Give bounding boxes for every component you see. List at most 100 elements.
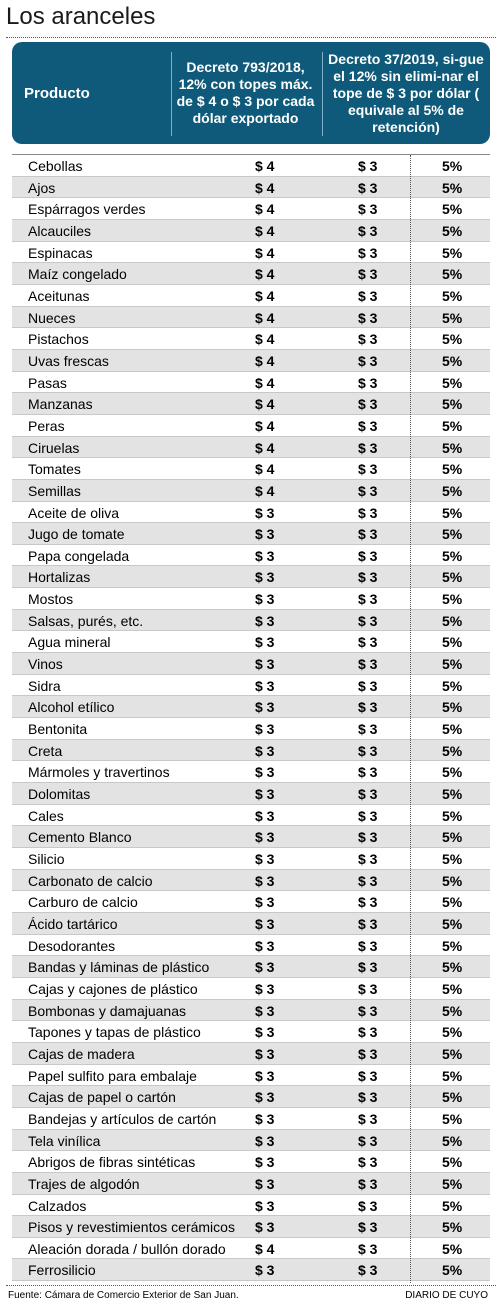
product-cell: Aleación dorada / bullón dorado — [28, 1240, 226, 1257]
tope-2019-cell: $ 3 — [358, 1110, 378, 1127]
table-row: Bandas y láminas de plástico $ 3 $ 3 5% — [12, 956, 490, 978]
product-cell: Ácido tartárico — [28, 915, 118, 932]
retencion-cell: 5% — [442, 1110, 463, 1127]
tope-2019-cell: $ 3 — [358, 634, 378, 651]
tope-2018-cell: $ 4 — [255, 396, 275, 413]
product-cell: Uvas frescas — [28, 352, 109, 369]
tope-2019-cell: $ 3 — [358, 872, 378, 889]
retencion-cell: 5% — [442, 764, 463, 781]
tope-2018-cell: $ 4 — [255, 439, 275, 456]
tope-2019-cell: $ 3 — [358, 309, 378, 326]
product-cell: Pistachos — [28, 331, 89, 348]
source-note: Fuente: Cámara de Comercio Exterior de S… — [8, 1290, 239, 1301]
table-row: Aceite de oliva $ 3 $ 3 5% — [12, 502, 490, 524]
tope-2018-cell: $ 3 — [255, 915, 275, 932]
table-row: Ferrosilicio $ 3 $ 3 5% — [12, 1259, 490, 1282]
tope-2018-cell: $ 3 — [255, 937, 275, 954]
product-cell: Tomates — [28, 461, 81, 478]
table-row: Pisos y revestimientos cerámicos $ 3 $ 3 5% — [12, 1216, 490, 1238]
retencion-cell: 5% — [442, 829, 463, 846]
table-top-rule — [12, 154, 490, 155]
product-cell: Peras — [28, 417, 65, 434]
product-cell: Mármoles y travertinos — [28, 764, 170, 781]
table-row: Pasas $ 4 $ 3 5% — [12, 372, 490, 394]
tope-2018-cell: $ 4 — [255, 461, 275, 478]
retencion-cell: 5% — [442, 1089, 463, 1106]
tope-2018-cell: $ 4 — [255, 1240, 275, 1257]
tope-2019-cell: $ 3 — [358, 201, 378, 218]
table-row: Calzados $ 3 $ 3 5% — [12, 1195, 490, 1217]
tope-2019-cell: $ 3 — [358, 417, 378, 434]
table-row: Ácido tartárico $ 3 $ 3 5% — [12, 912, 490, 935]
table-row: Cebollas $ 4 $ 3 5% — [12, 155, 490, 177]
retencion-cell: 5% — [442, 158, 463, 174]
product-cell: Mostos — [28, 591, 74, 608]
table-row: Cemento Blanco $ 3 $ 3 5% — [12, 826, 490, 848]
tope-2018-cell: $ 3 — [255, 1154, 275, 1171]
tope-2018-cell: $ 3 — [255, 569, 275, 586]
table-body: Cebollas $ 4 $ 3 5% Ajos $ 4 $ 3 5% Espárragos v… — [12, 155, 490, 1282]
retencion-cell: 5% — [442, 309, 463, 326]
tope-2019-cell: $ 3 — [358, 677, 378, 694]
table-row: Ciruelas $ 4 $ 3 5% — [12, 436, 490, 459]
retencion-cell: 5% — [442, 1067, 463, 1084]
retencion-cell: 5% — [442, 1045, 463, 1062]
retencion-cell: 5% — [442, 937, 463, 954]
tope-2018-cell: $ 3 — [255, 1024, 275, 1041]
tope-2019-cell: $ 3 — [358, 742, 378, 759]
tope-2019-cell: $ 3 — [358, 266, 378, 283]
tope-2018-cell: $ 3 — [255, 829, 275, 846]
tope-2018-cell: $ 4 — [255, 417, 275, 434]
product-cell: Vinos — [28, 656, 63, 673]
retencion-cell: 5% — [442, 1262, 463, 1279]
header-decree-2018: Decreto 793/2018, 12% con topes máx. de … — [176, 59, 315, 126]
table-row: Carburo de calcio $ 3 $ 3 5% — [12, 891, 490, 913]
retencion-cell: 5% — [442, 786, 463, 803]
retencion-cell: 5% — [442, 742, 463, 759]
tope-2019-cell: $ 3 — [358, 1024, 378, 1041]
table-row: Tapones y tapas de plástico $ 3 $ 3 5% — [12, 1021, 490, 1043]
table-row: Bombonas y damajuanas $ 3 $ 3 5% — [12, 999, 490, 1022]
tope-2019-cell: $ 3 — [358, 1197, 378, 1214]
retencion-cell: 5% — [442, 807, 463, 824]
table-row: Silicio $ 3 $ 3 5% — [12, 848, 490, 870]
column-divider — [410, 155, 411, 1283]
tope-2018-cell: $ 3 — [255, 504, 275, 521]
product-cell: Ajos — [28, 179, 56, 196]
retencion-cell: 5% — [442, 396, 463, 413]
product-cell: Carburo de calcio — [28, 894, 138, 911]
table-row: Bandejas y artículos de cartón $ 3 $ 3 5% — [12, 1108, 490, 1130]
tope-2019-cell: $ 3 — [358, 158, 378, 174]
tope-2019-cell: $ 3 — [358, 829, 378, 846]
tope-2019-cell: $ 3 — [358, 894, 378, 911]
table-row: Ajos $ 4 $ 3 5% — [12, 176, 490, 199]
retencion-cell: 5% — [442, 612, 463, 629]
table-row: Carbonato de calcio $ 3 $ 3 5% — [12, 869, 490, 892]
tope-2018-cell: $ 3 — [255, 612, 275, 629]
table-row: Pistachos $ 4 $ 3 5% — [12, 328, 490, 350]
tope-2018-cell: $ 3 — [255, 1132, 275, 1149]
tope-2018-cell: $ 3 — [255, 526, 275, 543]
table-row: Tomates $ 4 $ 3 5% — [12, 458, 490, 480]
retencion-cell: 5% — [442, 179, 463, 196]
product-cell: Papel sulfito para embalaje — [28, 1067, 197, 1084]
product-cell: Nueces — [28, 309, 76, 326]
product-cell: Hortalizas — [28, 569, 91, 586]
retencion-cell: 5% — [442, 1132, 463, 1149]
tope-2019-cell: $ 3 — [358, 764, 378, 781]
tope-2018-cell: $ 3 — [255, 699, 275, 716]
product-cell: Pasas — [28, 374, 67, 391]
tope-2018-cell: $ 3 — [255, 656, 275, 673]
retencion-cell: 5% — [442, 244, 463, 261]
product-cell: Calzados — [28, 1197, 87, 1214]
retencion-cell: 5% — [442, 915, 463, 932]
tope-2019-cell: $ 3 — [358, 482, 378, 499]
product-cell: Ciruelas — [28, 439, 80, 456]
publisher-brand: DIARIO DE CUYO — [405, 1290, 488, 1301]
product-cell: Sidra — [28, 677, 61, 694]
retencion-cell: 5% — [442, 591, 463, 608]
product-cell: Cales — [28, 807, 64, 824]
product-cell: Abrigos de fibras sintéticas — [28, 1154, 196, 1171]
tope-2018-cell: $ 4 — [255, 352, 275, 369]
tope-2019-cell: $ 3 — [358, 1089, 378, 1106]
